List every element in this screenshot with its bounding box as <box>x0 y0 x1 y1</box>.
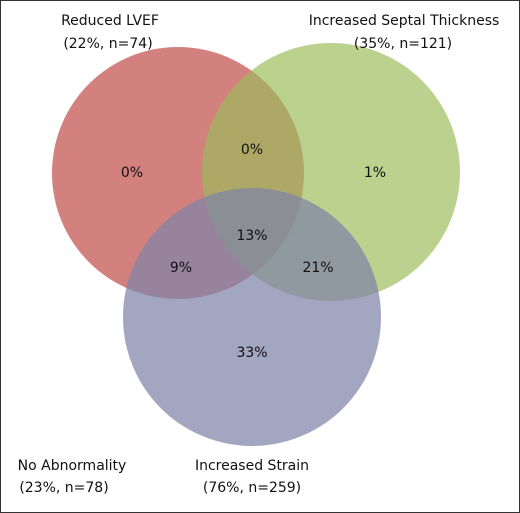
region-label: 0% <box>121 165 143 181</box>
set-circle <box>123 188 381 446</box>
region-label: 0% <box>241 142 263 158</box>
region-label: 21% <box>302 260 333 276</box>
region-label: 13% <box>236 228 267 244</box>
set-name: Increased Strain <box>195 458 309 474</box>
region-label: 9% <box>170 260 192 276</box>
set-name: Increased Septal Thickness <box>309 13 500 29</box>
set-name: Reduced LVEF <box>61 13 159 29</box>
set-detail: (22%, n=74) <box>63 36 152 52</box>
region-label: 33% <box>236 345 267 361</box>
region-label: 1% <box>364 165 386 181</box>
set-detail: (35%, n=121) <box>354 36 452 52</box>
set-detail: (76%, n=259) <box>203 480 301 496</box>
outside-detail: (23%, n=78) <box>19 480 108 496</box>
outside-name: No Abnormality <box>18 458 127 474</box>
